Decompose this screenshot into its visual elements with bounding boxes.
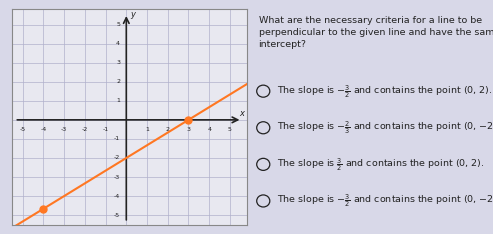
Text: -1: -1 [103, 128, 108, 132]
Text: -2: -2 [114, 155, 120, 161]
Text: 1: 1 [145, 128, 149, 132]
Text: 2: 2 [116, 79, 120, 84]
Text: 3: 3 [186, 128, 190, 132]
Text: The slope is $-\frac{2}{3}$ and contains the point (0, −2).: The slope is $-\frac{2}{3}$ and contains… [277, 119, 493, 136]
Text: -4: -4 [40, 128, 46, 132]
Text: The slope is $-\frac{3}{2}$ and contains the point (0, −2).: The slope is $-\frac{3}{2}$ and contains… [277, 193, 493, 209]
Text: x: x [239, 109, 244, 118]
Text: 5: 5 [116, 22, 120, 27]
Text: 3: 3 [116, 60, 120, 65]
Text: 4: 4 [116, 41, 120, 46]
Text: 4: 4 [207, 128, 211, 132]
Text: 1: 1 [116, 98, 120, 103]
Text: -4: -4 [114, 194, 120, 199]
Text: y: y [130, 10, 135, 19]
Text: The slope is $-\frac{3}{2}$ and contains the point (0, 2).: The slope is $-\frac{3}{2}$ and contains… [277, 83, 493, 100]
Text: -3: -3 [114, 175, 120, 179]
Text: -5: -5 [20, 128, 26, 132]
Text: The slope is $\frac{3}{2}$ and contains the point (0, 2).: The slope is $\frac{3}{2}$ and contains … [277, 156, 485, 173]
Text: What are the necessary criteria for a line to be
perpendicular to the given line: What are the necessary criteria for a li… [259, 16, 493, 49]
Text: 2: 2 [166, 128, 170, 132]
Text: -2: -2 [82, 128, 88, 132]
Text: 5: 5 [228, 128, 232, 132]
Text: -5: -5 [114, 213, 120, 218]
Text: -3: -3 [61, 128, 67, 132]
Text: -1: -1 [114, 136, 120, 141]
